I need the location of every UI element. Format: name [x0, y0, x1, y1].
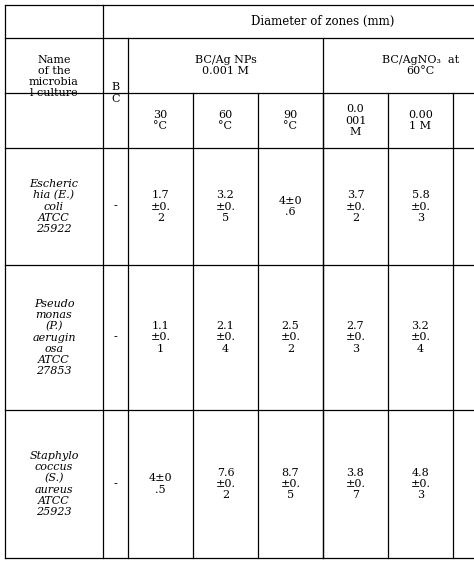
Text: 30
°C: 30 °C — [154, 110, 168, 131]
Text: 3.2
±0.
5: 3.2 ±0. 5 — [216, 190, 236, 223]
Text: 0.01
M: 0.01 M — [473, 110, 474, 131]
Text: 3.8
±0.
7: 3.8 ±0. 7 — [346, 468, 365, 500]
Text: Staphylo
coccus
(S.)
aureus
ATCC
25923: Staphylo coccus (S.) aureus ATCC 25923 — [29, 451, 79, 517]
Text: 5.8
±0.
3: 5.8 ±0. 3 — [410, 190, 430, 223]
Text: 2.1
±0.
4: 2.1 ±0. 4 — [216, 321, 236, 354]
Text: -: - — [114, 332, 118, 342]
Text: 3.2
±0.
4: 3.2 ±0. 4 — [410, 321, 430, 354]
Text: Pseudo
monas
(P.)
aerugin
osa
ATCC
27853: Pseudo monas (P.) aerugin osa ATCC 27853 — [32, 299, 76, 376]
Text: 1.1
±0.
1: 1.1 ±0. 1 — [151, 321, 171, 354]
Text: BC/AgNO₃  at
60°C: BC/AgNO₃ at 60°C — [382, 55, 459, 76]
Text: 0.0
001
M: 0.0 001 M — [345, 105, 366, 137]
Text: 60
°C: 60 °C — [219, 110, 233, 131]
Text: 2.5
±0.
2: 2.5 ±0. 2 — [281, 321, 301, 354]
Text: BC/Ag NPs
0.001 M: BC/Ag NPs 0.001 M — [194, 55, 256, 76]
Text: -: - — [114, 202, 118, 211]
Text: 1.7
±0.
2: 1.7 ±0. 2 — [151, 190, 171, 223]
Text: Escheric
hia (E.)
coli
ATCC
25922: Escheric hia (E.) coli ATCC 25922 — [29, 179, 79, 234]
Text: 8.7
±0.
5: 8.7 ±0. 5 — [281, 468, 301, 500]
Text: Diameter of zones (mm): Diameter of zones (mm) — [251, 15, 395, 28]
Text: 4±0
.5: 4±0 .5 — [149, 473, 173, 494]
Text: -: - — [114, 479, 118, 489]
Text: 2.7
±0.
3: 2.7 ±0. 3 — [346, 321, 365, 354]
Text: 4.8
±0.
3: 4.8 ±0. 3 — [410, 468, 430, 500]
Text: B
C: B C — [111, 82, 120, 103]
Text: 3.7
±0.
2: 3.7 ±0. 2 — [346, 190, 365, 223]
Text: 0.00
1 M: 0.00 1 M — [408, 110, 433, 131]
Text: 90
°C: 90 °C — [283, 110, 298, 131]
Text: Name
of the
microbia
l culture: Name of the microbia l culture — [29, 55, 79, 98]
Text: 7.6
±0.
2: 7.6 ±0. 2 — [216, 468, 236, 500]
Text: 4±0
.6: 4±0 .6 — [279, 196, 302, 217]
